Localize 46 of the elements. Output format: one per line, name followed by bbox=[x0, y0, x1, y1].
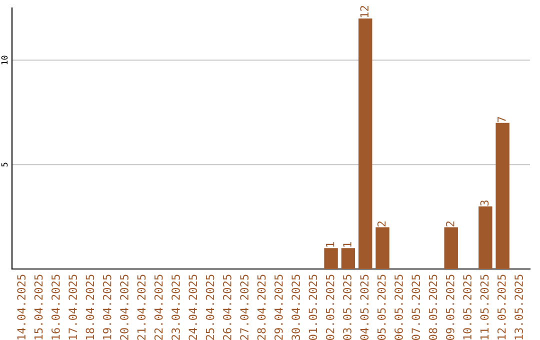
x-tick-label: 12.05.2025 bbox=[497, 274, 506, 340]
bar bbox=[376, 227, 390, 269]
bar bbox=[496, 122, 510, 269]
x-tick-label: 10.05.2025 bbox=[463, 274, 472, 340]
x-tick-label: 18.04.2025 bbox=[86, 274, 94, 340]
data-label: 1 bbox=[343, 242, 352, 247]
data-label: 2 bbox=[446, 221, 454, 226]
y-tick-label: 10 bbox=[1, 56, 8, 64]
x-tick-label: 03.05.2025 bbox=[343, 274, 352, 340]
x-tick-label: 26.04.2025 bbox=[222, 274, 232, 340]
x-tick-label: 08.05.2025 bbox=[428, 274, 438, 340]
bar bbox=[478, 206, 492, 269]
data-label: 3 bbox=[480, 200, 489, 206]
x-tick-label: 11.05.2025 bbox=[480, 274, 489, 340]
x-tick-label: 16.04.2025 bbox=[51, 274, 60, 340]
x-tick-label: 09.05.2025 bbox=[446, 274, 454, 340]
x-tick-label: 20.04.2025 bbox=[120, 274, 128, 340]
x-tick-label: 29.04.2025 bbox=[274, 274, 283, 340]
bar bbox=[358, 18, 372, 269]
y-tick-label: 5 bbox=[1, 162, 8, 167]
data-label: 7 bbox=[498, 116, 506, 122]
x-tick-label: 30.04.2025 bbox=[292, 274, 300, 340]
bar bbox=[324, 248, 338, 269]
bar bbox=[444, 227, 458, 269]
x-tick-label: 24.04.2025 bbox=[188, 274, 198, 340]
x-tick-label: 19.04.2025 bbox=[102, 274, 112, 340]
x-tick-label: 14.04.2025 bbox=[17, 274, 26, 340]
x-tick-label: 02.05.2025 bbox=[326, 274, 334, 340]
x-tick-label: 17.04.2025 bbox=[68, 274, 77, 340]
x-tick-label: 25.04.2025 bbox=[206, 274, 214, 340]
x-tick-label: 23.04.2025 bbox=[172, 274, 180, 340]
x-tick-label: 27.04.2025 bbox=[240, 274, 249, 340]
x-tick-label: 04.05.2025 bbox=[360, 274, 369, 340]
data-label: 2 bbox=[377, 221, 386, 226]
data-label: 1 bbox=[326, 242, 334, 247]
x-tick-label: 05.05.2025 bbox=[377, 274, 386, 340]
x-tick-label: 13.05.2025 bbox=[514, 274, 523, 340]
x-tick-label: 06.05.2025 bbox=[394, 274, 403, 340]
x-tick-label: 22.04.2025 bbox=[154, 274, 163, 340]
x-tick-label: 01.05.2025 bbox=[308, 274, 318, 340]
x-tick-label: 07.05.2025 bbox=[412, 274, 420, 340]
bar bbox=[341, 248, 356, 269]
x-tick-label: 15.04.2025 bbox=[34, 274, 43, 340]
x-tick-label: 28.04.2025 bbox=[257, 274, 266, 340]
x-tick-label: 21.04.2025 bbox=[137, 274, 146, 340]
data-label: 12 bbox=[360, 6, 368, 18]
